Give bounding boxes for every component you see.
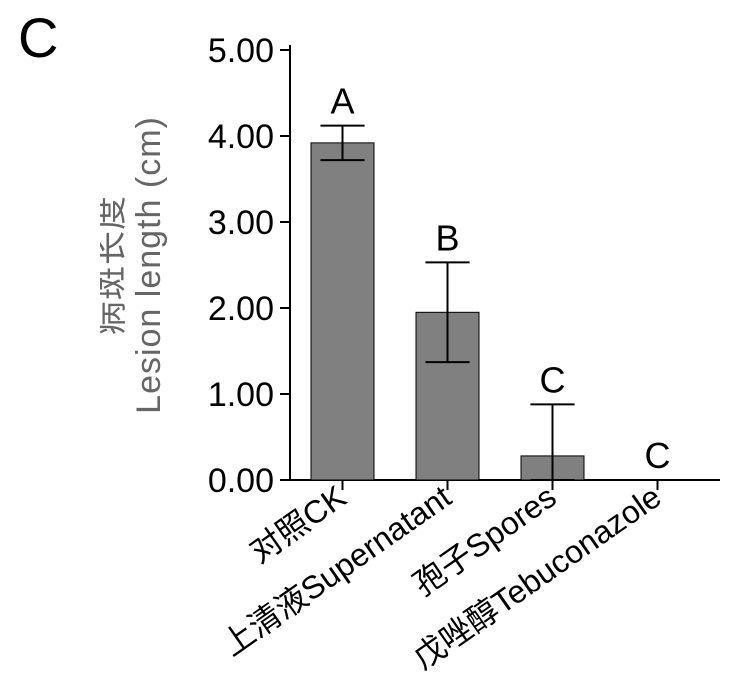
y-tick-labels: 0.00 1.00 2.00 3.00 4.00 5.00 [208, 32, 274, 500]
y-axis-label: 病斑长度Lesion length (cm) [100, 116, 168, 414]
significance-letters: A B C C [330, 81, 670, 476]
svg-text:Lesion length (cm): Lesion length (cm) [130, 116, 168, 414]
svg-text:4.00: 4.00 [208, 118, 274, 156]
svg-text:C: C [645, 435, 671, 476]
panel-letter: C [18, 10, 58, 66]
svg-text:C: C [540, 359, 566, 400]
x-tick-labels: 对照CK上清液Supernatant孢子Spores戊唑醇Tebuconazol… [215, 478, 667, 676]
lesion-length-chart: A B C C 0.00 1.00 2.00 3.00 4.00 5.00 对照CK上清液Sup… [100, 30, 740, 690]
svg-text:A: A [330, 81, 354, 122]
svg-text:0.00: 0.00 [208, 462, 274, 500]
svg-text:3.00: 3.00 [208, 204, 274, 242]
svg-text:病斑长度: 病斑长度 [100, 195, 130, 335]
svg-text:B: B [435, 217, 459, 258]
svg-text:5.00: 5.00 [208, 32, 274, 70]
svg-text:2.00: 2.00 [208, 290, 274, 328]
svg-text:1.00: 1.00 [208, 376, 274, 414]
